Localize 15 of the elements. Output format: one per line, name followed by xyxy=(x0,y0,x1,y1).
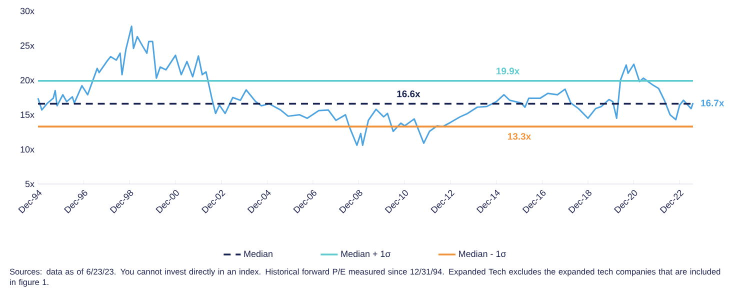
annotation: 13.3x xyxy=(508,133,532,140)
y-tick-label: 10x xyxy=(20,146,34,153)
y-tick-label: 20x xyxy=(20,77,34,84)
legend-label: Median + 1σ xyxy=(341,250,391,258)
y-tick-label: 30x xyxy=(20,8,34,14)
line-series xyxy=(37,25,694,146)
legend-label: Median xyxy=(244,250,272,258)
y-tick-label: 5x xyxy=(25,180,34,188)
annotation: 16.7x xyxy=(701,100,724,106)
annotation: 19.9x xyxy=(496,68,520,74)
source-note: Sources: data as of 6/23/23. You cannot invest directly in an index. Historical forward P/E measured since 12/31/94. Expanded Tech excludes the expanded tech companies that are included in figure 1. xyxy=(10,268,720,287)
annotation: 16.6x xyxy=(397,90,420,98)
y-tick-label: 25x xyxy=(20,42,34,49)
legend-label: Median - 1σ xyxy=(459,250,506,258)
y-tick-label: 15x xyxy=(20,112,34,118)
